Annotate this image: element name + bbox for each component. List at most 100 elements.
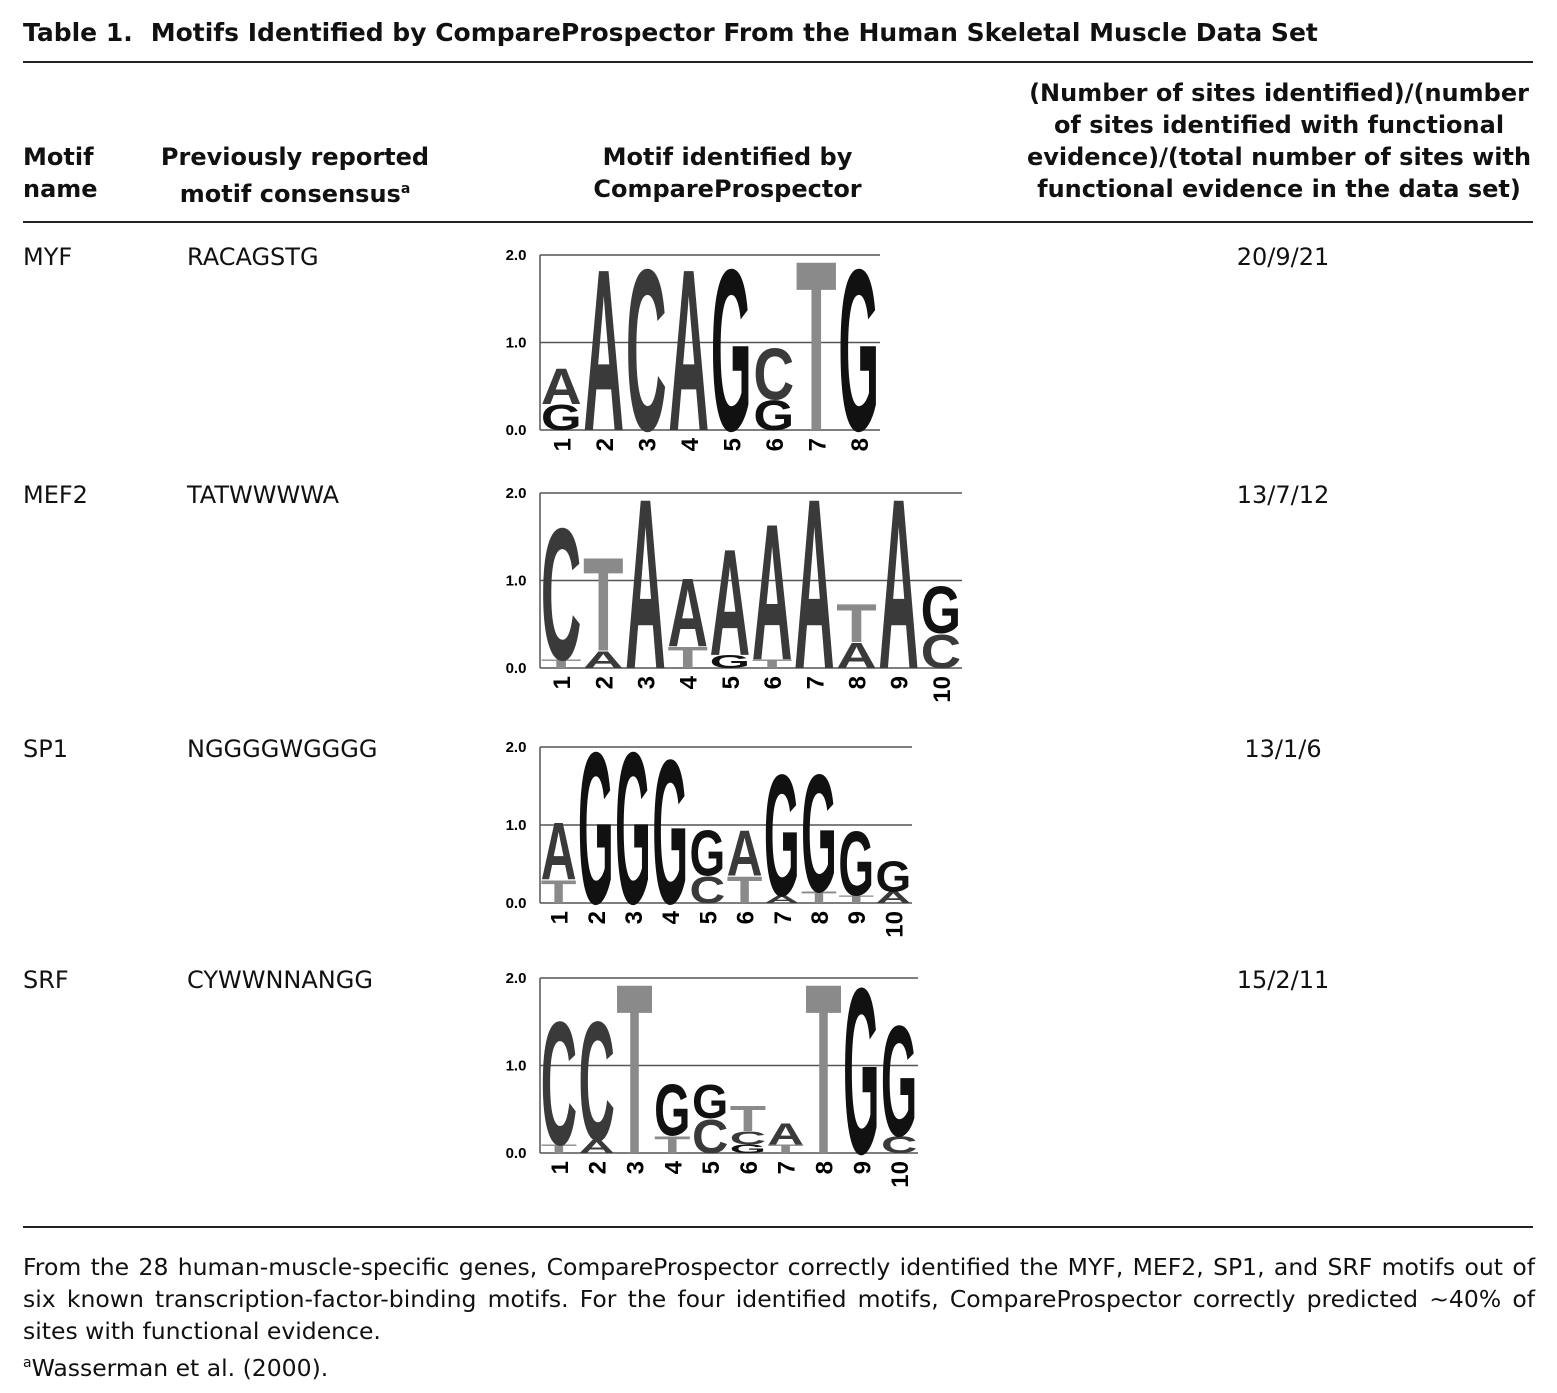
y-tick-label: 0.0 <box>506 660 527 677</box>
logo-letter: T <box>730 1098 766 1139</box>
y-tick-label: 2.0 <box>506 739 527 756</box>
footnote-text: From the 28 human-muscle-specific genes,… <box>23 1253 1535 1345</box>
logo-letter: T <box>583 530 624 679</box>
motif-name: SRF <box>23 966 69 994</box>
x-tick-label: 6 <box>760 676 787 689</box>
x-tick-label: 7 <box>774 1161 801 1174</box>
x-tick-label: 10 <box>929 676 956 703</box>
logo-letter: T <box>838 893 874 905</box>
logo-letter: T <box>801 888 837 906</box>
x-tick-label: 10 <box>887 1161 914 1188</box>
logo-letter: T <box>654 1131 690 1158</box>
x-tick-label: 3 <box>621 911 648 924</box>
x-tick-label: 6 <box>733 911 760 924</box>
motif-name: MEF2 <box>23 481 88 509</box>
logo-letter: A <box>876 888 912 906</box>
x-tick-label: 3 <box>634 676 661 689</box>
logo-letter: C <box>541 488 582 699</box>
logo-letter: C <box>690 869 726 911</box>
header-cell: Motif identified by CompareProspector <box>593 143 862 203</box>
x-tick-label: 10 <box>881 911 908 938</box>
logo-letter: A <box>541 357 582 414</box>
x-tick-label: 4 <box>676 675 703 689</box>
logo-letter: C <box>626 245 667 479</box>
logo-letter: G <box>652 737 688 948</box>
table-title: Table 1. Motifs Identified by ComparePros… <box>23 18 1318 47</box>
x-tick-label: 4 <box>677 437 704 451</box>
y-tick-label: 0.0 <box>506 895 527 912</box>
logo-letter: A <box>836 635 877 676</box>
y-tick-label: 1.0 <box>506 817 527 834</box>
motif-consensus: RACAGSTG <box>187 243 319 271</box>
footnote-ref: Wasserman et al. (2000). <box>31 1353 329 1382</box>
site-counts: 13/7/12 <box>1236 481 1330 509</box>
x-tick-label: 1 <box>549 676 576 689</box>
x-tick-label: 5 <box>718 676 745 689</box>
logo-letter: T <box>616 968 652 1205</box>
logo-letter: A <box>583 646 624 673</box>
x-tick-label: 1 <box>547 1161 574 1174</box>
x-tick-label: 8 <box>807 911 834 924</box>
x-tick-label: 7 <box>802 676 829 689</box>
motif-name: SP1 <box>23 735 68 763</box>
x-tick-label: 6 <box>736 1161 763 1174</box>
x-tick-label: 1 <box>549 438 576 451</box>
y-tick-label: 1.0 <box>506 573 527 590</box>
logo-letter: A <box>794 483 835 720</box>
logo-letter: A <box>541 807 577 897</box>
x-tick-label: 4 <box>658 910 685 924</box>
logo-letter: T <box>768 1142 804 1155</box>
logo-letter: G <box>921 573 962 648</box>
x-tick-label: 9 <box>887 676 914 689</box>
y-tick-label: 0.0 <box>506 1145 527 1162</box>
rule <box>23 1226 1533 1228</box>
x-tick-label: 3 <box>623 1161 650 1174</box>
logo-letter: C <box>730 1128 766 1148</box>
x-tick-label: 5 <box>698 1161 725 1174</box>
logo-letter: C <box>579 986 615 1176</box>
header-note: a <box>400 181 411 197</box>
x-tick-label: 2 <box>591 676 618 689</box>
logo-letter: G <box>838 245 879 479</box>
rule <box>23 221 1533 223</box>
x-tick-label: 2 <box>585 1161 612 1174</box>
logo-letter: T <box>836 593 877 654</box>
x-tick-label: 2 <box>592 438 619 451</box>
x-tick-label: 4 <box>660 1160 687 1174</box>
logo-letter: C <box>881 1131 917 1158</box>
logo-letter: G <box>764 738 800 932</box>
logo-letter: C <box>921 624 962 678</box>
logo-letter: A <box>668 245 709 479</box>
logo-letter: G <box>881 993 917 1170</box>
logo-letter: G <box>711 245 752 479</box>
rule <box>23 61 1533 63</box>
logo-letter: G <box>838 813 874 916</box>
y-tick-label: 2.0 <box>506 485 527 502</box>
x-tick-label: 3 <box>634 438 661 451</box>
header-cell: Motif name <box>23 143 98 203</box>
motif-consensus: TATWWWWA <box>187 481 340 509</box>
x-tick-label: 8 <box>812 1161 839 1174</box>
logo-letter: A <box>727 817 763 889</box>
site-counts: 13/1/6 <box>1244 735 1322 763</box>
x-tick-label: 8 <box>845 676 872 689</box>
logo-letter: A <box>667 558 708 666</box>
logo-letter: A <box>583 245 624 479</box>
logo-letter: A <box>878 483 919 720</box>
x-tick-label: 1 <box>547 911 574 924</box>
logo-letter: T <box>796 245 837 482</box>
y-tick-label: 0.0 <box>506 422 527 439</box>
y-tick-label: 1.0 <box>506 335 527 352</box>
logo-letter: T <box>752 657 793 670</box>
x-tick-label: 2 <box>584 911 611 924</box>
x-tick-label: 8 <box>847 438 874 451</box>
title-text: Motifs Identified by CompareProspector F… <box>150 18 1318 47</box>
x-tick-label: 7 <box>804 438 831 451</box>
logo-letter: C <box>753 334 794 416</box>
footnote-mark: a <box>23 1355 32 1371</box>
